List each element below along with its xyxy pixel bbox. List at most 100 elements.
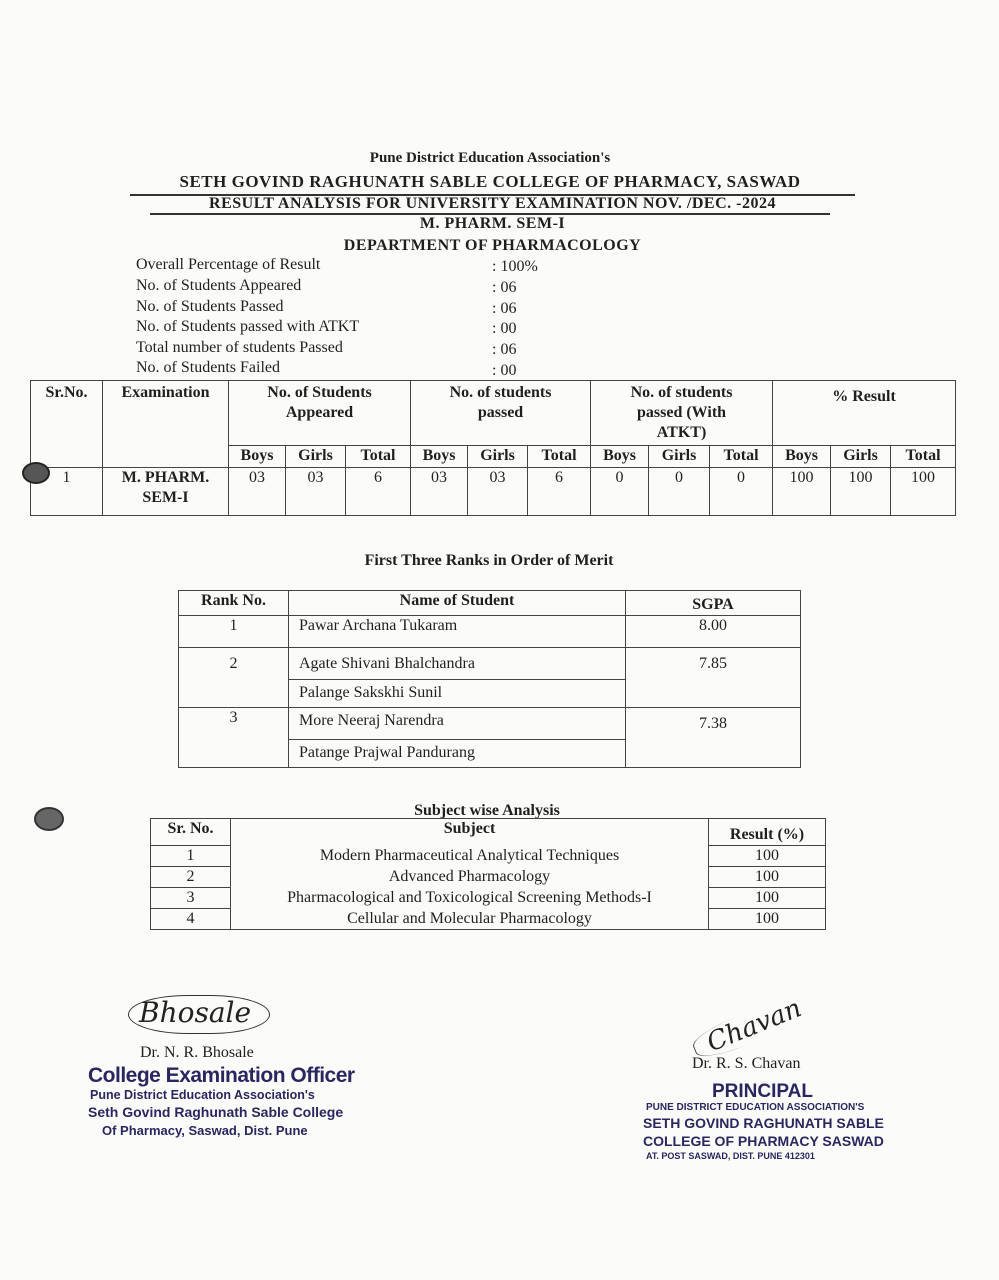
cell-sr: 4	[150, 908, 231, 930]
cell-sr: 1	[30, 467, 103, 516]
summary-label: No. of Students Appeared	[136, 277, 302, 294]
cell-result: 100	[708, 845, 826, 867]
cell-subject: Pharmacological and Toxicological Screen…	[230, 887, 709, 909]
summary-label: No. of Students Failed	[136, 359, 280, 376]
sub-header-girls: Girls	[285, 445, 346, 468]
sub-header-boys: Boys	[410, 445, 469, 468]
cell-subject: Cellular and Molecular Pharmacology	[230, 908, 709, 930]
header-sr-no: Sr. No.	[150, 818, 231, 846]
cell-student-name: Patange Prajwal Pandurang	[288, 739, 626, 768]
cell-subject: Modern Pharmaceutical Analytical Techniq…	[230, 845, 709, 867]
punch-hole-mark	[22, 462, 50, 484]
result-table: Sr.No. Examination No. of Students Appea…	[30, 380, 957, 516]
table-row: 1 Pawar Archana Tukaram 8.00	[178, 615, 801, 648]
ranks-title: First Three Ranks in Order of Merit	[364, 552, 614, 569]
table-row: 1 M. PHARM. SEM-I 03 03 6 03 03 6 0 0 0 …	[30, 467, 957, 516]
cell-sr: 3	[150, 887, 231, 909]
cell-passed-boys: 03	[410, 467, 469, 516]
table-row: 3 Pharmacological and Toxicological Scree…	[150, 887, 826, 909]
department-name: DEPARTMENT OF PHARMACOLOGY	[343, 237, 642, 254]
sub-header-boys: Boys	[590, 445, 650, 468]
table-row: 3 More Neeraj Narendra 7.38	[178, 707, 801, 768]
cell-sgpa: 7.85	[625, 647, 801, 708]
summary-label: No. of Students passed with ATKT	[136, 318, 360, 335]
header-atkt: No. of students passed (With ATKT)	[590, 380, 774, 446]
summary-value: : 06	[492, 341, 517, 358]
header-sgpa: SGPA	[625, 590, 801, 616]
summary-value: : 00	[492, 362, 517, 379]
report-title: RESULT ANALYSIS FOR UNIVERSITY EXAMINATI…	[209, 195, 776, 212]
header-result: Result (%)	[708, 818, 826, 846]
subjects-title: Subject wise Analysis	[414, 802, 560, 819]
sub-header-boys: Boys	[228, 445, 286, 468]
table-row: 4 Cellular and Molecular Pharmacology 100	[150, 908, 826, 930]
signatory-name: Dr. R. S. Chavan	[692, 1055, 801, 1072]
college-name: SETH GOVIND RAGHUNATH SABLE COLLEGE OF P…	[179, 172, 801, 191]
divider	[130, 194, 855, 196]
sub-header-boys: Boys	[772, 445, 832, 468]
cell-student-name: Agate Shivani Bhalchandra	[288, 647, 626, 680]
stamp-line: PUNE DISTRICT EDUCATION ASSOCIATION'S	[646, 1102, 865, 1113]
cell-rank: 1	[178, 615, 289, 648]
sub-header-total: Total	[709, 445, 774, 468]
signature-bhosale: Bhosale	[128, 995, 271, 1034]
cell-appeared-boys: 03	[228, 467, 286, 516]
stamp-line: Seth Govind Raghunath Sable College	[88, 1104, 344, 1120]
cell-passed-girls: 03	[467, 467, 529, 516]
divider	[150, 213, 830, 215]
cell-student-name: More Neeraj Narendra	[288, 707, 626, 740]
sub-header-total: Total	[344, 445, 412, 468]
cell-result-total: 100	[890, 467, 957, 516]
header-passed: No. of students passed	[410, 380, 592, 446]
summary-label: Total number of students Passed	[136, 339, 343, 356]
table-row: 2 Advanced Pharmacology 100	[150, 866, 826, 888]
cell-appeared-total: 6	[344, 467, 412, 516]
cell-student-name: Palange Sakskhi Sunil	[288, 679, 626, 708]
stamp-line: AT. POST SASWAD, DIST. PUNE 412301	[646, 1151, 815, 1161]
sub-header-total: Total	[890, 445, 957, 468]
course-name: M. PHARM. SEM-I	[419, 215, 566, 232]
cell-rank: 2	[178, 647, 289, 708]
cell-student-name: Pawar Archana Tukaram	[288, 615, 626, 648]
cell-sgpa: 8.00	[625, 615, 801, 648]
cell-subject: Advanced Pharmacology	[230, 866, 709, 888]
signatory-name: Dr. N. R. Bhosale	[140, 1044, 254, 1061]
cell-sr: 1	[150, 845, 231, 867]
summary-value: : 06	[492, 300, 517, 317]
header-rank: Rank No.	[178, 590, 289, 616]
table-row: 2 Agate Shivani Bhalchandra 7.85	[178, 647, 801, 708]
summary-value: : 00	[492, 320, 517, 337]
sub-header-total: Total	[527, 445, 592, 468]
stamp-title: College Examination Officer	[88, 1064, 355, 1087]
stamp-line: SETH GOVIND RAGHUNATH SABLE	[643, 1115, 884, 1131]
cell-result: 100	[708, 866, 826, 888]
summary-label: No. of Students Passed	[136, 298, 284, 315]
stamp-line: Of Pharmacy, Saswad, Dist. Pune	[102, 1123, 308, 1138]
header-appeared: No. of Students Appeared	[227, 380, 412, 446]
summary-value: : 06	[492, 279, 517, 296]
header-subject: Subject	[230, 818, 709, 846]
stamp-line: COLLEGE OF PHARMACY SASWAD	[643, 1133, 884, 1149]
subjects-table: Sr. No. Subject Result (%) 1 Modern Pharm…	[150, 818, 826, 930]
association-name: Pune District Education Association's	[369, 150, 611, 166]
header-name: Name of Student	[288, 590, 626, 616]
table-row: 1 Modern Pharmaceutical Analytical Techni…	[150, 845, 826, 867]
cell-result: 100	[708, 887, 826, 909]
cell-sr: 2	[150, 866, 231, 888]
sub-header-girls: Girls	[467, 445, 529, 468]
stamp-line: Pune District Education Association's	[90, 1088, 315, 1102]
cell-result-girls: 100	[830, 467, 892, 516]
cell-appeared-girls: 03	[285, 467, 346, 516]
cell-passed-total: 6	[527, 467, 592, 516]
ranks-table: Rank No. Name of Student SGPA 1 Pawar Ar…	[178, 590, 801, 768]
cell-result: 100	[708, 908, 826, 930]
cell-atkt-girls: 0	[648, 467, 711, 516]
sub-header-girls: Girls	[830, 445, 892, 468]
signature-chavan: Chavan	[688, 990, 814, 1064]
cell-atkt-boys: 0	[590, 467, 650, 516]
cell-atkt-total: 0	[709, 467, 774, 516]
punch-hole-mark	[34, 807, 64, 831]
cell-result-boys: 100	[772, 467, 832, 516]
stamp-title: PRINCIPAL	[712, 1081, 813, 1102]
